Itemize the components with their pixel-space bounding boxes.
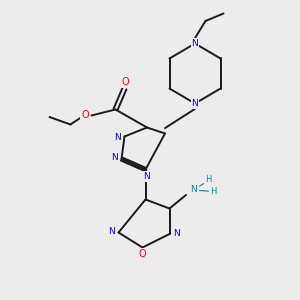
Text: H: H — [210, 188, 217, 196]
Text: O: O — [121, 77, 129, 87]
Text: N: N — [192, 39, 198, 48]
Text: N: N — [115, 134, 121, 142]
Text: N: N — [190, 184, 197, 194]
Text: H: H — [205, 176, 212, 184]
Text: N: N — [112, 153, 118, 162]
Text: N: N — [173, 230, 179, 238]
Text: O: O — [139, 249, 146, 259]
Text: N: N — [192, 99, 198, 108]
Text: N: N — [144, 172, 150, 181]
Text: N: N — [109, 227, 115, 236]
Text: O: O — [81, 110, 89, 120]
